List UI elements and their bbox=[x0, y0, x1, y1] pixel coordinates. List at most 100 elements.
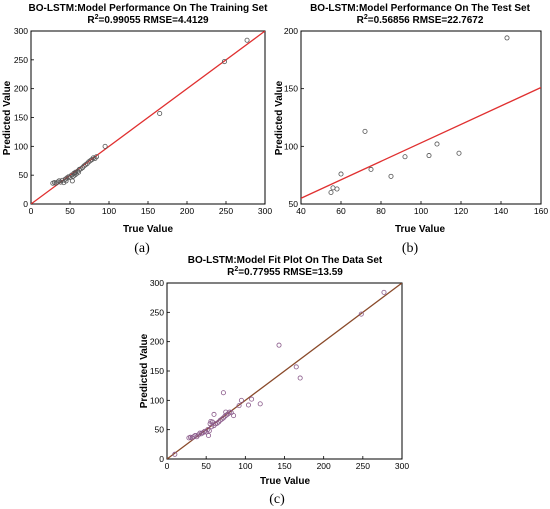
y-tick-label: 300 bbox=[14, 26, 28, 36]
data-point bbox=[236, 403, 242, 409]
y-tick-label: 200 bbox=[14, 84, 28, 94]
y-tick-label: 100 bbox=[150, 395, 164, 405]
data-point bbox=[221, 59, 227, 65]
r2-values: =0.77955 RMSE=13.59 bbox=[238, 267, 343, 278]
data-point bbox=[245, 402, 251, 408]
data-point bbox=[368, 166, 374, 172]
x-tick-label: 140 bbox=[494, 206, 508, 216]
r2-label: R bbox=[227, 267, 235, 278]
x-tick-label: 100 bbox=[414, 206, 428, 216]
fit-line bbox=[301, 86, 541, 199]
y-tick-label: 150 bbox=[150, 366, 164, 376]
x-tick-label: 150 bbox=[277, 461, 291, 471]
data-point bbox=[244, 37, 250, 43]
x-tick-label: 160 bbox=[534, 206, 548, 216]
plot-frame bbox=[300, 30, 542, 205]
y-axis-label: Predicted Value bbox=[2, 80, 13, 155]
y-axis-label: Predicted Value bbox=[274, 80, 285, 155]
data-point bbox=[456, 150, 462, 156]
chart-title: BO-LSTM:Model Performance On The Trainin… bbox=[29, 3, 269, 14]
chart-title: BO-LSTM:Model Performance On The Test Se… bbox=[310, 3, 531, 14]
data-point bbox=[426, 153, 432, 159]
data-point bbox=[209, 424, 215, 430]
r2-values: =0.99055 RMSE=4.4129 bbox=[99, 15, 210, 26]
chart-b: BO-LSTM:Model Performance On The Test Se… bbox=[274, 3, 548, 256]
plot-area bbox=[31, 31, 265, 204]
chart-a: BO-LSTM:Model Performance On The Trainin… bbox=[2, 3, 272, 256]
data-point bbox=[434, 141, 440, 147]
panel-caption: (a) bbox=[134, 241, 150, 256]
y-tick-label: 100 bbox=[14, 141, 28, 151]
plot-area bbox=[167, 283, 402, 459]
data-point bbox=[257, 401, 263, 407]
x-tick-label: 250 bbox=[356, 461, 370, 471]
chart-subtitle: R2=0.77955 RMSE=13.59 bbox=[227, 266, 343, 278]
x-tick-label: 100 bbox=[102, 206, 116, 216]
y-tick-label: 150 bbox=[14, 113, 28, 123]
y-tick-label: 0 bbox=[23, 199, 28, 209]
x-tick-label: 50 bbox=[65, 206, 75, 216]
data-point bbox=[231, 413, 237, 419]
y-tick-label: 300 bbox=[150, 278, 164, 288]
x-tick-label: 250 bbox=[219, 206, 233, 216]
data-point bbox=[249, 396, 255, 402]
x-tick-label: 300 bbox=[258, 206, 272, 216]
data-point bbox=[276, 342, 282, 348]
chart-c: BO-LSTM:Model Fit Plot On The Data SetR2… bbox=[139, 255, 409, 507]
y-tick-label: 0 bbox=[159, 454, 164, 464]
x-tick-label: 40 bbox=[296, 206, 306, 216]
chart-title: BO-LSTM:Model Fit Plot On The Data Set bbox=[188, 255, 383, 266]
x-tick-label: 100 bbox=[238, 461, 252, 471]
r2-superscript: 2 bbox=[234, 266, 238, 273]
data-point bbox=[338, 171, 344, 177]
data-point bbox=[206, 428, 212, 434]
y-tick-label: 200 bbox=[150, 337, 164, 347]
chart-subtitle: R2=0.56856 RMSE=22.7672 bbox=[357, 14, 484, 26]
data-point bbox=[504, 35, 510, 41]
data-point bbox=[358, 311, 364, 317]
data-point bbox=[362, 128, 368, 134]
x-tick-label: 200 bbox=[180, 206, 194, 216]
r2-superscript: 2 bbox=[95, 14, 99, 21]
x-axis-label: True Value bbox=[260, 476, 310, 487]
data-point bbox=[330, 185, 336, 191]
panel-caption: (c) bbox=[269, 492, 285, 507]
data-point bbox=[76, 169, 82, 175]
x-tick-label: 0 bbox=[29, 206, 34, 216]
x-tick-label: 0 bbox=[165, 461, 170, 471]
data-point bbox=[238, 397, 244, 403]
y-tick-label: 250 bbox=[150, 307, 164, 317]
data-point bbox=[211, 411, 217, 417]
x-tick-label: 120 bbox=[454, 206, 468, 216]
data-point bbox=[220, 390, 226, 396]
fit-line bbox=[31, 31, 265, 204]
x-tick-label: 200 bbox=[317, 461, 331, 471]
x-tick-label: 300 bbox=[395, 461, 409, 471]
data-point bbox=[297, 375, 303, 381]
data-point bbox=[172, 451, 178, 457]
data-point bbox=[102, 143, 108, 149]
x-tick-label: 60 bbox=[336, 206, 346, 216]
data-point bbox=[69, 178, 75, 184]
x-tick-label: 50 bbox=[201, 461, 211, 471]
y-tick-label: 50 bbox=[289, 199, 299, 209]
y-tick-label: 50 bbox=[155, 425, 165, 435]
x-axis-label: True Value bbox=[395, 224, 445, 235]
y-tick-label: 150 bbox=[284, 84, 298, 94]
data-point bbox=[94, 154, 100, 160]
y-tick-label: 200 bbox=[284, 26, 298, 36]
chart-subtitle: R2=0.99055 RMSE=4.4129 bbox=[87, 14, 209, 26]
x-tick-label: 150 bbox=[141, 206, 155, 216]
data-point bbox=[381, 289, 387, 295]
plot-area bbox=[301, 35, 541, 199]
data-point bbox=[206, 433, 212, 439]
data-point bbox=[402, 154, 408, 160]
y-tick-label: 100 bbox=[284, 141, 298, 151]
data-point bbox=[328, 189, 334, 195]
y-tick-label: 50 bbox=[19, 170, 29, 180]
r2-superscript: 2 bbox=[364, 14, 368, 21]
data-point bbox=[157, 110, 163, 116]
r2-values: =0.56856 RMSE=22.7672 bbox=[368, 15, 484, 26]
y-axis-label: Predicted Value bbox=[139, 333, 150, 408]
